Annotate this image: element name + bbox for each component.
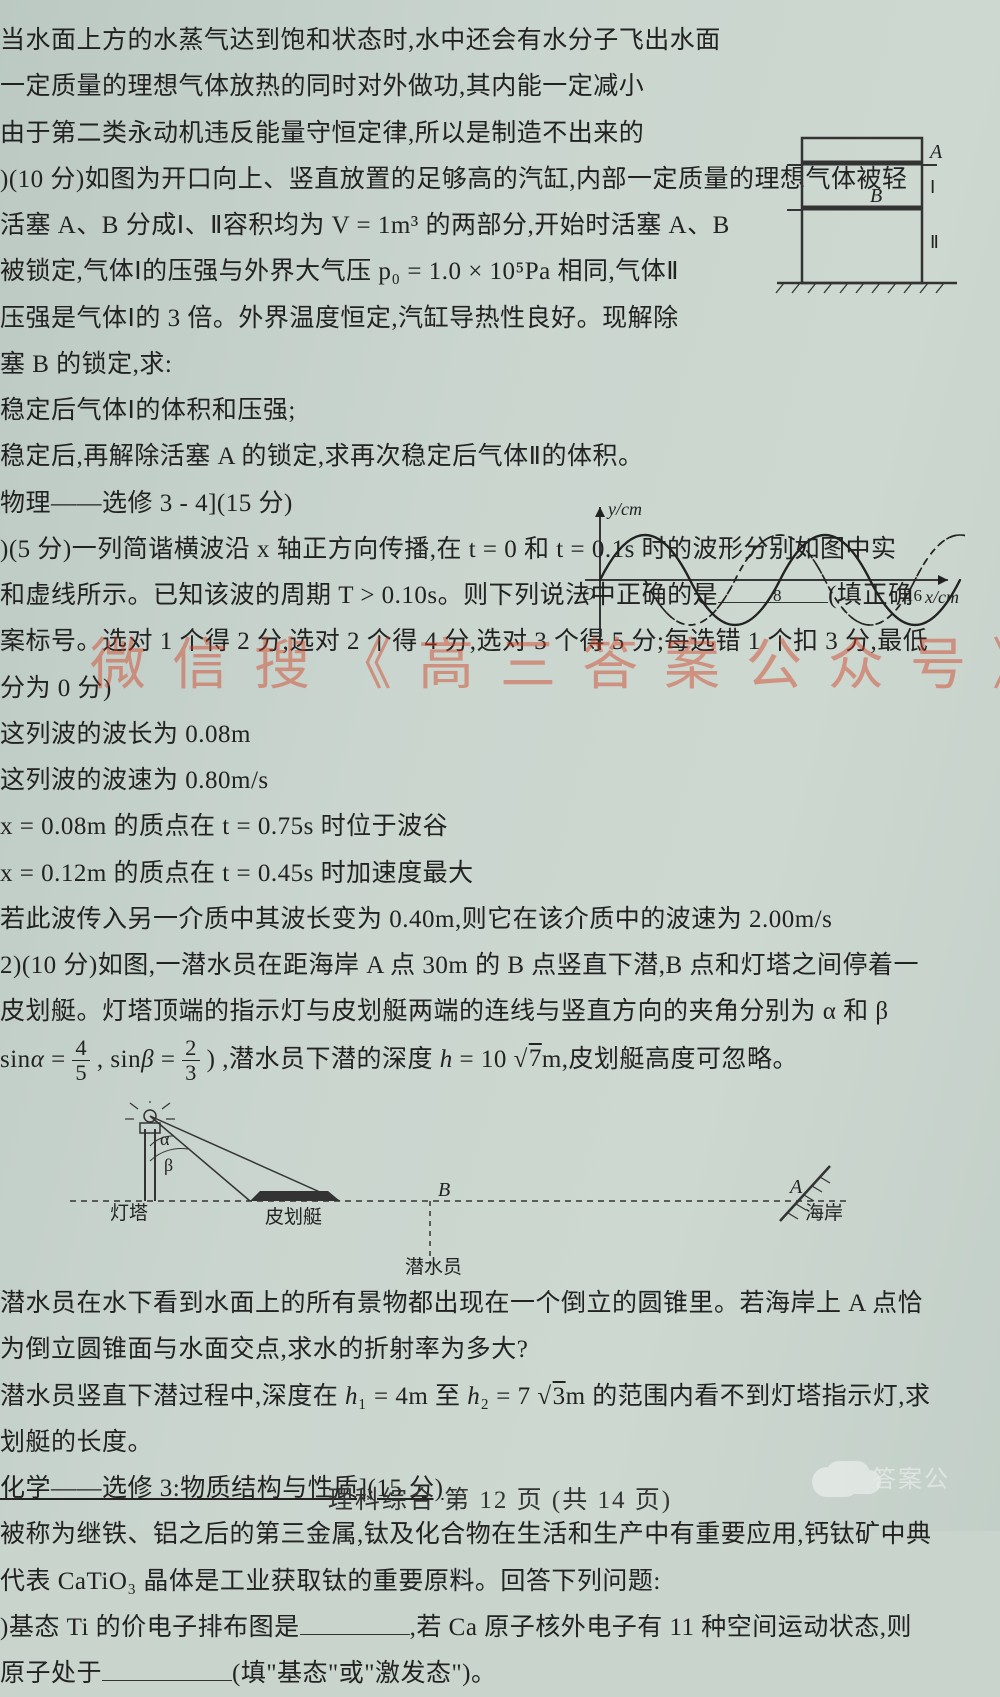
text-span: ,若 Ca 原子核外电子有 11 种空间运动状态,则 bbox=[410, 1614, 912, 1641]
cylinder-figure: A B Ⅰ Ⅱ bbox=[762, 128, 972, 303]
option-line: 这列波的波速为 0.80m/s bbox=[0, 758, 980, 804]
text-line: 稳定后,再解除活塞 A 的锁定,求再次稳定后气体Ⅱ的体积。 bbox=[0, 434, 980, 480]
piston-a-label: A bbox=[928, 141, 943, 163]
text-line: 分为 0 分) bbox=[0, 666, 980, 712]
diver-label: 潜水员 bbox=[405, 1256, 462, 1276]
corner-logo: 答案公 bbox=[812, 1453, 982, 1513]
text-line: 原子处于 (填"基态"或"激发态")。 bbox=[0, 1651, 980, 1697]
tower-label: 灯塔 bbox=[110, 1202, 148, 1224]
boat-icon bbox=[250, 1191, 340, 1201]
option-line: x = 0.12m 的质点在 t = 0.45s 时加速度最大 bbox=[0, 851, 980, 897]
x-axis-label: x/cm bbox=[924, 587, 959, 607]
text-line: 潜水员竖直下潜过程中,深度在 h₁ = 4m 至 h₂ = 7 √3m 的范围内… bbox=[0, 1374, 980, 1420]
y-axis-label: y/cm bbox=[606, 499, 642, 519]
exam-page: 当水面上方的水蒸气达到饱和状态时,水中还会有水分子飞出水面 一定质量的理想气体放… bbox=[0, 0, 1000, 1531]
text-span: )基态 Ti 的价电子排布图是 bbox=[0, 1614, 300, 1641]
text-line: 代表 CaTiO₃ 晶体是工业获取钛的重要原料。回答下列问题: bbox=[0, 1559, 980, 1605]
tick-16: 16 bbox=[905, 586, 922, 605]
alpha-label: α bbox=[160, 1129, 170, 1149]
fill-blank bbox=[102, 1653, 232, 1682]
origin-label: O bbox=[582, 584, 595, 604]
text-span: (填"基态"或"激发态")。 bbox=[232, 1660, 496, 1687]
option-line: 这列波的波长为 0.08m bbox=[0, 712, 980, 758]
tick-8: 8 bbox=[773, 586, 782, 605]
point-b-label: B bbox=[438, 1179, 450, 1201]
text-line: )基态 Ti 的价电子排布图是 ,若 Ca 原子核外电子有 11 种空间运动状态,… bbox=[0, 1605, 980, 1651]
cloud-icon bbox=[812, 1467, 860, 1497]
logo-text: 答案公 bbox=[872, 1459, 950, 1494]
wave-figure: O 8 16 x/cm y/cm bbox=[570, 495, 965, 665]
text-line: 为倒立圆锥面与水面交点,求水的折射率为多大? bbox=[0, 1327, 980, 1373]
lighthouse-figure: α β B A 灯塔 皮划艇 潜水员 海岸 bbox=[60, 1101, 880, 1276]
option-line: 若此波传入另一介质中其波长变为 0.40m,则它在该介质中的波速为 2.00m/… bbox=[0, 897, 980, 943]
text-line: 当水面上方的水蒸气达到饱和状态时,水中还会有水分子飞出水面 bbox=[0, 18, 980, 64]
text-line: 稳定后气体Ⅰ的体积和压强; bbox=[0, 388, 980, 434]
beta-label: β bbox=[164, 1155, 173, 1175]
fill-blank bbox=[300, 1606, 410, 1635]
text-line: 塞 B 的锁定,求: bbox=[0, 342, 980, 388]
text-line: 潜水员在水下看到水面上的所有景物都出现在一个倒立的圆锥里。若海岸上 A 点恰 bbox=[0, 1281, 980, 1327]
point-a-label: A bbox=[788, 1176, 803, 1198]
region-1-label: Ⅰ bbox=[930, 177, 935, 197]
region-2-label: Ⅱ bbox=[930, 232, 939, 252]
text-line: 被称为继铁、铝之后的第三金属,钛及化合物在生活和生产中有重要应用,钙钛矿中典 bbox=[0, 1512, 980, 1558]
shore-label: 海岸 bbox=[805, 1202, 843, 1224]
piston-b-label: B bbox=[870, 185, 882, 207]
text-line: 2)(10 分)如图,一潜水员在距海岸 A 点 30m 的 B 点竖直下潜,B … bbox=[0, 943, 980, 989]
text-span: 原子处于 bbox=[0, 1660, 102, 1687]
text-line: 一定质量的理想气体放热的同时对外做功,其内能一定减小 bbox=[0, 64, 980, 110]
option-line: x = 0.08m 的质点在 t = 0.75s 时位于波谷 bbox=[0, 804, 980, 850]
text-line: sinα = 45 , sinβ = 23 ) ,潜水员下潜的深度 h = 10… bbox=[0, 1036, 980, 1087]
text-line: 皮划艇。灯塔顶端的指示灯与皮划艇两端的连线与竖直方向的夹角分别为 α 和 β bbox=[0, 989, 980, 1035]
boat-label: 皮划艇 bbox=[265, 1206, 322, 1228]
